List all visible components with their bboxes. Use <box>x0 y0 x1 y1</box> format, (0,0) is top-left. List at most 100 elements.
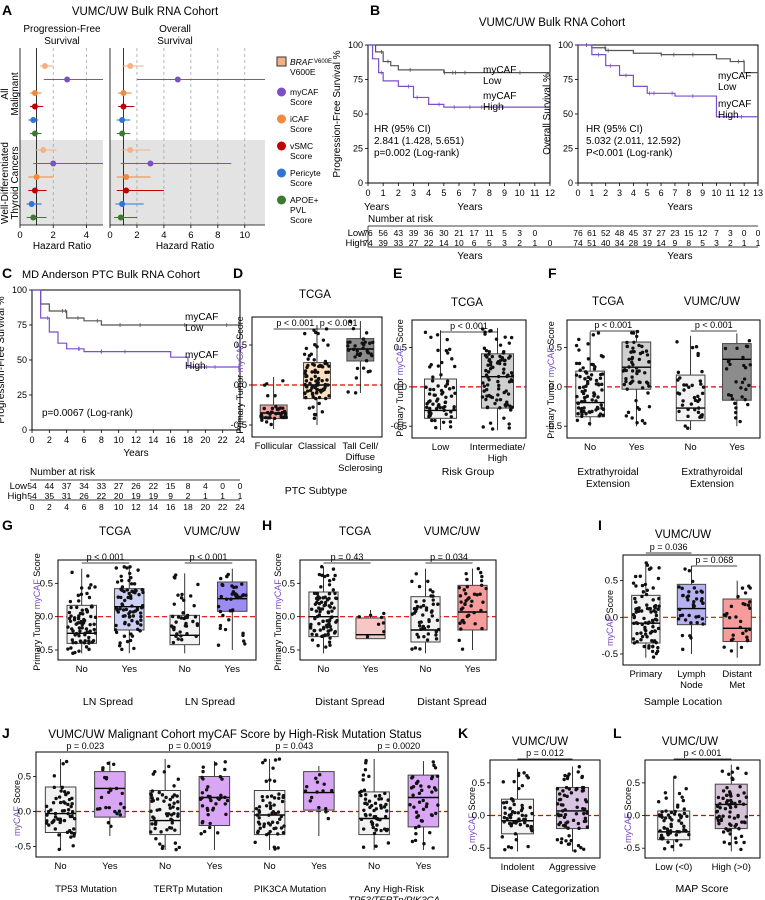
data-point <box>61 762 65 766</box>
data-point <box>66 808 71 812</box>
data-point <box>79 640 83 644</box>
data-point <box>317 622 321 626</box>
data-point <box>748 627 752 632</box>
p-value: p = 0.023 <box>66 741 104 751</box>
data-point <box>692 395 697 400</box>
data-point <box>449 415 454 419</box>
data-point <box>651 598 655 602</box>
data-point <box>175 794 179 798</box>
data-point <box>326 632 330 637</box>
data-point <box>174 620 178 624</box>
data-point <box>153 769 157 774</box>
x-tick-label: 1 <box>381 188 386 198</box>
data-point <box>466 597 470 601</box>
data-point <box>346 390 350 394</box>
data-point <box>696 394 700 399</box>
data-point <box>640 594 644 599</box>
data-point <box>364 359 369 363</box>
x-tick-label: 22 <box>218 435 228 445</box>
data-point <box>504 404 508 408</box>
curve-label-high: High <box>718 110 739 121</box>
p-value: p = 0.012 <box>526 748 564 758</box>
data-point <box>523 817 528 822</box>
data-point <box>176 593 180 597</box>
data-point <box>589 373 594 377</box>
data-point <box>669 824 673 829</box>
data-point <box>583 816 588 821</box>
data-point <box>431 602 436 606</box>
data-point <box>434 630 438 634</box>
data-point <box>452 407 456 412</box>
data-point <box>419 620 423 624</box>
data-point <box>367 774 371 779</box>
data-point <box>625 340 629 345</box>
data-point <box>645 603 649 607</box>
risk-count: 2 <box>186 491 191 501</box>
data-point <box>660 837 664 841</box>
risk-count: 9 <box>168 491 173 501</box>
data-point <box>555 802 560 806</box>
data-point <box>409 786 414 790</box>
data-point <box>120 647 124 652</box>
data-point <box>185 615 189 620</box>
data-point <box>172 602 176 606</box>
hr-point <box>147 160 154 167</box>
data-point <box>630 369 635 373</box>
risk-x-tick: 20 <box>201 502 211 512</box>
panel-letter: L <box>613 725 622 741</box>
risk-count: 1 <box>220 491 225 501</box>
data-point <box>304 374 308 379</box>
data-point <box>746 402 750 407</box>
data-point <box>379 797 384 801</box>
data-point <box>257 816 261 820</box>
data-point <box>127 578 131 583</box>
data-point <box>457 585 462 590</box>
data-point <box>697 614 701 619</box>
data-point <box>622 368 627 372</box>
data-point <box>733 836 738 840</box>
panel-title: TCGA <box>451 297 483 309</box>
data-point <box>453 391 457 395</box>
data-point <box>734 406 738 410</box>
risk-count: 26 <box>79 491 89 501</box>
x-tick-label: 6 <box>456 188 461 198</box>
data-point <box>68 619 73 623</box>
data-point <box>320 607 325 611</box>
data-point <box>475 593 479 597</box>
hr-text: p=0.002 (Log-rank) <box>374 148 459 159</box>
data-point <box>583 388 587 393</box>
data-point <box>277 757 282 761</box>
data-point <box>627 365 631 369</box>
x-axis-title: TP53 Mutation <box>55 884 117 895</box>
data-point <box>113 628 118 632</box>
data-point <box>84 627 89 631</box>
hr-point <box>174 76 181 83</box>
data-point <box>206 785 210 789</box>
data-point <box>353 391 358 395</box>
x-axis-title: Years <box>123 448 148 459</box>
legend-superscript: V600E <box>314 59 332 65</box>
x-category-label: High <box>488 453 508 464</box>
hr-point <box>50 160 57 167</box>
data-point <box>419 605 423 609</box>
data-point <box>64 759 69 764</box>
data-point <box>413 646 418 650</box>
data-point <box>385 809 389 813</box>
data-point <box>320 365 325 369</box>
data-point <box>723 806 728 811</box>
data-point <box>662 847 667 851</box>
data-point <box>498 343 503 347</box>
data-point <box>646 391 650 395</box>
legend-swatch <box>277 114 286 124</box>
panel-letter: F <box>548 265 557 281</box>
data-point <box>303 331 307 336</box>
data-point <box>254 806 259 811</box>
data-point <box>518 822 523 827</box>
data-point <box>419 784 423 788</box>
data-point <box>240 582 244 586</box>
data-point <box>130 604 134 608</box>
data-point <box>279 826 284 830</box>
data-point <box>509 371 514 375</box>
data-point <box>372 815 376 819</box>
data-point <box>687 832 691 837</box>
